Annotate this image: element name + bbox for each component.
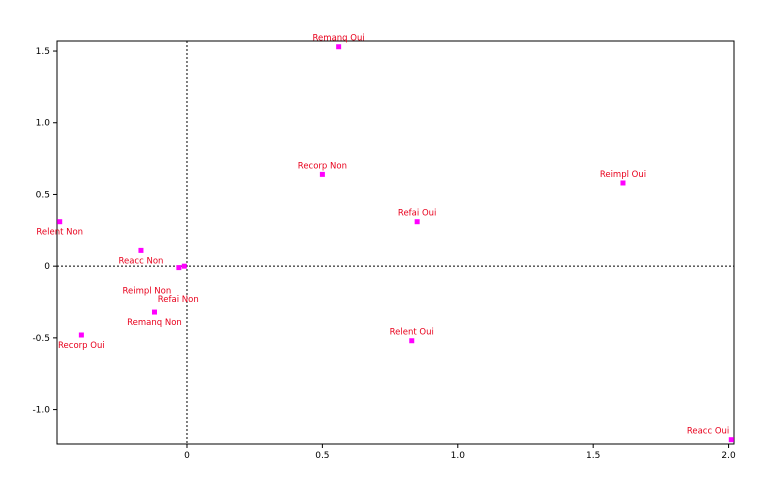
- x-tick-label: 0.5: [315, 451, 329, 461]
- point-marker: [138, 247, 144, 253]
- scatter-point: Refai Non: [158, 263, 199, 305]
- point-marker: [57, 219, 63, 225]
- point-marker: [78, 332, 84, 338]
- reference-lines: [57, 41, 734, 444]
- point-label: Relent Oui: [390, 328, 434, 338]
- data-points: Remanq Oui Recorp Non Reimpl Oui Refai Oui R…: [36, 34, 734, 443]
- x-tick-label: 0: [184, 451, 190, 461]
- x-tick-label: 2.0: [721, 451, 736, 461]
- scatter-point: Reimpl Oui: [600, 170, 646, 186]
- point-label: Remanq Non: [127, 318, 182, 328]
- point-marker: [319, 171, 325, 177]
- point-label: Reacc Oui: [687, 427, 729, 437]
- y-tick-label: 0.5: [36, 190, 50, 200]
- scatter-point: Remanq Non: [127, 309, 182, 328]
- point-marker: [181, 263, 187, 269]
- point-label: Relent Non: [36, 228, 83, 238]
- point-label: Reacc Non: [118, 256, 163, 266]
- point-label: Refai Oui: [398, 209, 436, 219]
- point-label: Recorp Oui: [58, 341, 105, 351]
- y-tick-label: 1.0: [36, 119, 51, 129]
- point-label: Remanq Oui: [313, 34, 365, 44]
- y-axis: -1.0 -0.5 0 0.5 1.0 1.5: [32, 47, 57, 416]
- y-tick-label: 1.5: [36, 47, 50, 57]
- point-label: Recorp Non: [298, 161, 347, 171]
- point-marker: [336, 44, 342, 50]
- point-marker: [409, 338, 415, 344]
- y-tick-label: -0.5: [32, 334, 50, 344]
- x-tick-label: 1.0: [451, 451, 466, 461]
- scatter-point: Reimpl Non: [122, 265, 182, 297]
- scatter-point: Relent Non: [36, 219, 83, 238]
- point-label: Reimpl Oui: [600, 170, 646, 180]
- point-marker: [728, 437, 734, 443]
- scatter-point: Recorp Non: [298, 161, 347, 177]
- point-marker: [151, 309, 157, 315]
- point-marker: [620, 180, 626, 186]
- point-marker: [176, 265, 182, 271]
- point-label: Reimpl Non: [122, 287, 171, 297]
- scatter-point: Remanq Oui: [313, 34, 365, 50]
- x-axis: 0 0.5 1.0 1.5 2.0: [184, 444, 736, 461]
- x-tick-label: 1.5: [586, 451, 600, 461]
- plot-frame: [56, 40, 735, 445]
- scatter-point: Refai Oui: [398, 209, 436, 225]
- point-label: Refai Non: [158, 295, 199, 305]
- scatter-point: Recorp Oui: [58, 332, 105, 351]
- scatter-point: Reacc Oui: [687, 427, 734, 443]
- y-tick-label: -1.0: [32, 406, 50, 416]
- scatter-point: Reacc Non: [118, 247, 163, 266]
- scatter-point: Relent Oui: [390, 328, 434, 344]
- point-marker: [414, 219, 420, 225]
- y-tick-label: 0: [44, 262, 50, 272]
